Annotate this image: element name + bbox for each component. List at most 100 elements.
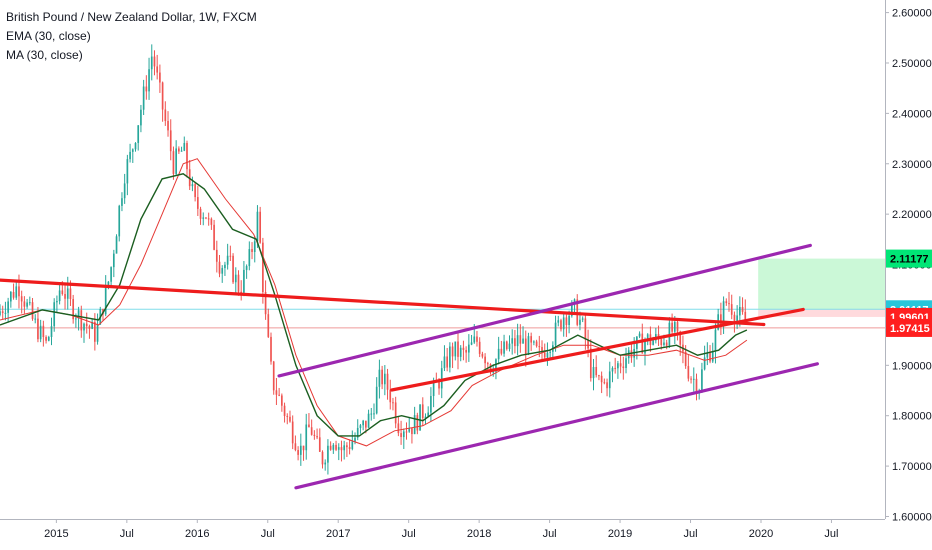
candle — [240, 280, 243, 301]
candle-body — [492, 371, 495, 373]
candle — [695, 373, 698, 401]
candle — [405, 422, 408, 440]
candle-body — [37, 318, 39, 340]
candle-body — [457, 341, 459, 357]
candle — [665, 339, 668, 350]
y-tick-label: 2.50000 — [892, 58, 932, 70]
candle-body — [408, 428, 411, 432]
candle — [701, 362, 703, 394]
candle-body — [267, 314, 270, 337]
price-tag-bg — [886, 318, 932, 337]
candle — [283, 402, 286, 423]
candle — [213, 219, 215, 251]
candle-body — [72, 299, 75, 320]
candle — [83, 322, 85, 343]
candle — [232, 253, 234, 284]
candle — [188, 159, 191, 190]
candle — [150, 44, 153, 81]
candle-body — [275, 390, 278, 395]
candle — [264, 280, 267, 320]
candle-body — [454, 341, 457, 357]
candle — [243, 261, 245, 297]
candle-body — [663, 342, 665, 345]
candle-body — [405, 431, 408, 433]
candle-body — [264, 292, 267, 315]
candle — [592, 358, 595, 391]
candle — [210, 217, 213, 230]
candle-body — [606, 382, 608, 389]
candle-body — [383, 373, 386, 385]
candle-body — [570, 302, 573, 316]
candle-body — [730, 304, 733, 315]
y-tick-label: 1.90000 — [892, 360, 932, 372]
candle — [96, 313, 99, 345]
candle-body — [142, 86, 145, 110]
candle-body — [514, 338, 516, 347]
price-tag: 1.97415 — [886, 318, 932, 337]
candle — [205, 217, 207, 220]
candle — [316, 428, 318, 440]
candle-body — [505, 341, 508, 350]
candle — [367, 409, 370, 428]
candle — [611, 366, 614, 383]
candle — [194, 181, 196, 202]
candle — [711, 342, 714, 363]
candle-body — [660, 339, 663, 345]
candle — [335, 440, 337, 452]
candle-body — [486, 363, 489, 365]
candle-body — [427, 412, 430, 417]
candle — [416, 412, 419, 435]
candle-body — [245, 266, 248, 270]
candle-body — [337, 447, 340, 450]
candle-body — [324, 462, 327, 465]
candle-body — [126, 159, 129, 184]
candle — [281, 393, 283, 412]
candle-body — [714, 329, 717, 352]
candle — [657, 325, 660, 346]
candle-body — [123, 183, 126, 199]
candle — [118, 204, 121, 242]
chart-legend: British Pound / New Zealand Dollar, 1W, … — [6, 8, 257, 65]
candle-body — [329, 445, 332, 450]
candle-body — [58, 290, 61, 302]
candle-body — [419, 404, 421, 431]
candle-body — [641, 333, 644, 354]
candle-body — [673, 322, 676, 332]
candle-body — [85, 323, 88, 327]
candle — [589, 339, 592, 382]
candle — [703, 345, 706, 371]
candle-body — [438, 382, 440, 389]
candle-body — [595, 366, 598, 376]
candle-body — [34, 318, 37, 320]
candle — [262, 237, 264, 304]
candle-body — [205, 217, 207, 219]
candle — [148, 57, 150, 100]
candle — [142, 79, 145, 116]
candle — [291, 415, 294, 450]
candle — [37, 306, 39, 343]
candle — [207, 212, 210, 226]
candle-body — [581, 318, 584, 320]
candle-body — [148, 69, 150, 92]
candle — [294, 435, 297, 452]
candle-body — [96, 324, 99, 342]
candle — [85, 312, 88, 334]
candle-body — [443, 356, 446, 369]
candle — [687, 355, 690, 382]
candle-body — [91, 322, 93, 329]
candle-body — [533, 341, 535, 343]
candle-body — [522, 338, 524, 344]
candle — [112, 249, 115, 278]
y-tick-label: 1.60000 — [892, 511, 932, 523]
candle-body — [104, 285, 107, 315]
candle — [554, 315, 557, 352]
candle-body — [172, 151, 175, 174]
candle — [533, 340, 535, 346]
candle-body — [728, 303, 730, 305]
candle-body — [381, 369, 383, 385]
candle-body — [61, 290, 64, 294]
candle-body — [351, 441, 354, 449]
candle-body — [546, 352, 549, 358]
candle — [180, 146, 183, 152]
